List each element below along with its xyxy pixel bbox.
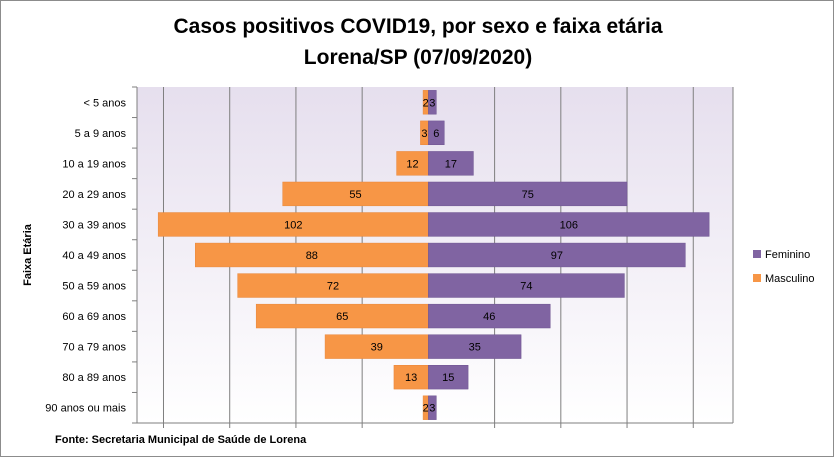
bar-feminino: [428, 181, 628, 207]
data-label-masculino: 2: [423, 97, 429, 109]
data-label-feminino: 3: [429, 97, 435, 109]
legend-swatch: [753, 250, 761, 258]
data-label-masculino: 3: [421, 128, 427, 140]
bar-feminino: [428, 273, 625, 298]
data-label-masculino: 13: [405, 372, 417, 384]
legend: Feminino Masculino: [753, 249, 815, 285]
chart-title-line2: Lorena/SP (07/09/2020): [304, 46, 532, 69]
bar-feminino: [428, 303, 551, 329]
y-tick-label: 40 a 49 anos: [62, 250, 126, 262]
legend-swatch: [753, 274, 761, 282]
bar-feminino: [428, 212, 710, 237]
data-label-feminino: 74: [520, 281, 532, 293]
legend-label: Masculino: [765, 273, 815, 285]
bar-feminino: [428, 90, 437, 115]
data-label-feminino: 17: [445, 158, 457, 170]
bar-feminino: [428, 120, 445, 145]
source-note: Fonte: Secretaria Municipal de Saúde de …: [55, 434, 307, 446]
y-axis-label: Faixa Etária: [22, 223, 34, 286]
bar-feminino: [428, 151, 474, 176]
y-tick-label: 50 a 59 anos: [62, 281, 126, 293]
data-label-feminino: 3: [429, 403, 435, 415]
data-label-feminino: 6: [433, 128, 439, 140]
data-label-masculino: 88: [306, 250, 318, 262]
data-label-masculino: 65: [336, 311, 348, 323]
data-label-masculino: 72: [327, 281, 339, 293]
bar-feminino: [428, 242, 686, 268]
data-label-feminino: 46: [483, 311, 495, 323]
y-tick-label: 90 anos ou mais: [45, 403, 126, 415]
data-label-feminino: 97: [551, 250, 563, 262]
data-label-feminino: 75: [522, 189, 534, 201]
data-label-feminino: 15: [442, 372, 454, 384]
data-label-masculino: 55: [349, 189, 361, 201]
bar-feminino: [428, 334, 522, 359]
y-tick-label: 30 a 39 anos: [62, 219, 126, 231]
y-tick-label: 80 a 89 anos: [62, 372, 126, 384]
data-label-masculino: 2: [423, 403, 429, 415]
y-tick-label: < 5 anos: [83, 97, 126, 109]
data-label-feminino: 35: [469, 342, 481, 354]
bar-feminino: [428, 395, 437, 420]
data-label-feminino: 106: [560, 219, 578, 231]
y-tick-label: 10 a 19 anos: [62, 158, 126, 170]
bar-feminino: [428, 365, 469, 390]
y-tick-label: 60 a 69 anos: [62, 311, 126, 323]
axes: < 5 anos 5 a 9 anos 10 a 19 anos 20 a 29 an…: [45, 86, 733, 428]
data-label-masculino: 39: [371, 342, 383, 354]
y-tick-label: 5 a 9 anos: [75, 128, 127, 140]
y-tick-label: 20 a 29 anos: [62, 189, 126, 201]
legend-label: Feminino: [765, 249, 810, 261]
data-label-masculino: 12: [406, 158, 418, 170]
chart-title-line1: Casos positivos COVID19, por sexo e faix…: [173, 15, 662, 38]
data-label-masculino: 102: [284, 219, 302, 231]
y-tick-label: 70 a 79 anos: [62, 342, 126, 354]
